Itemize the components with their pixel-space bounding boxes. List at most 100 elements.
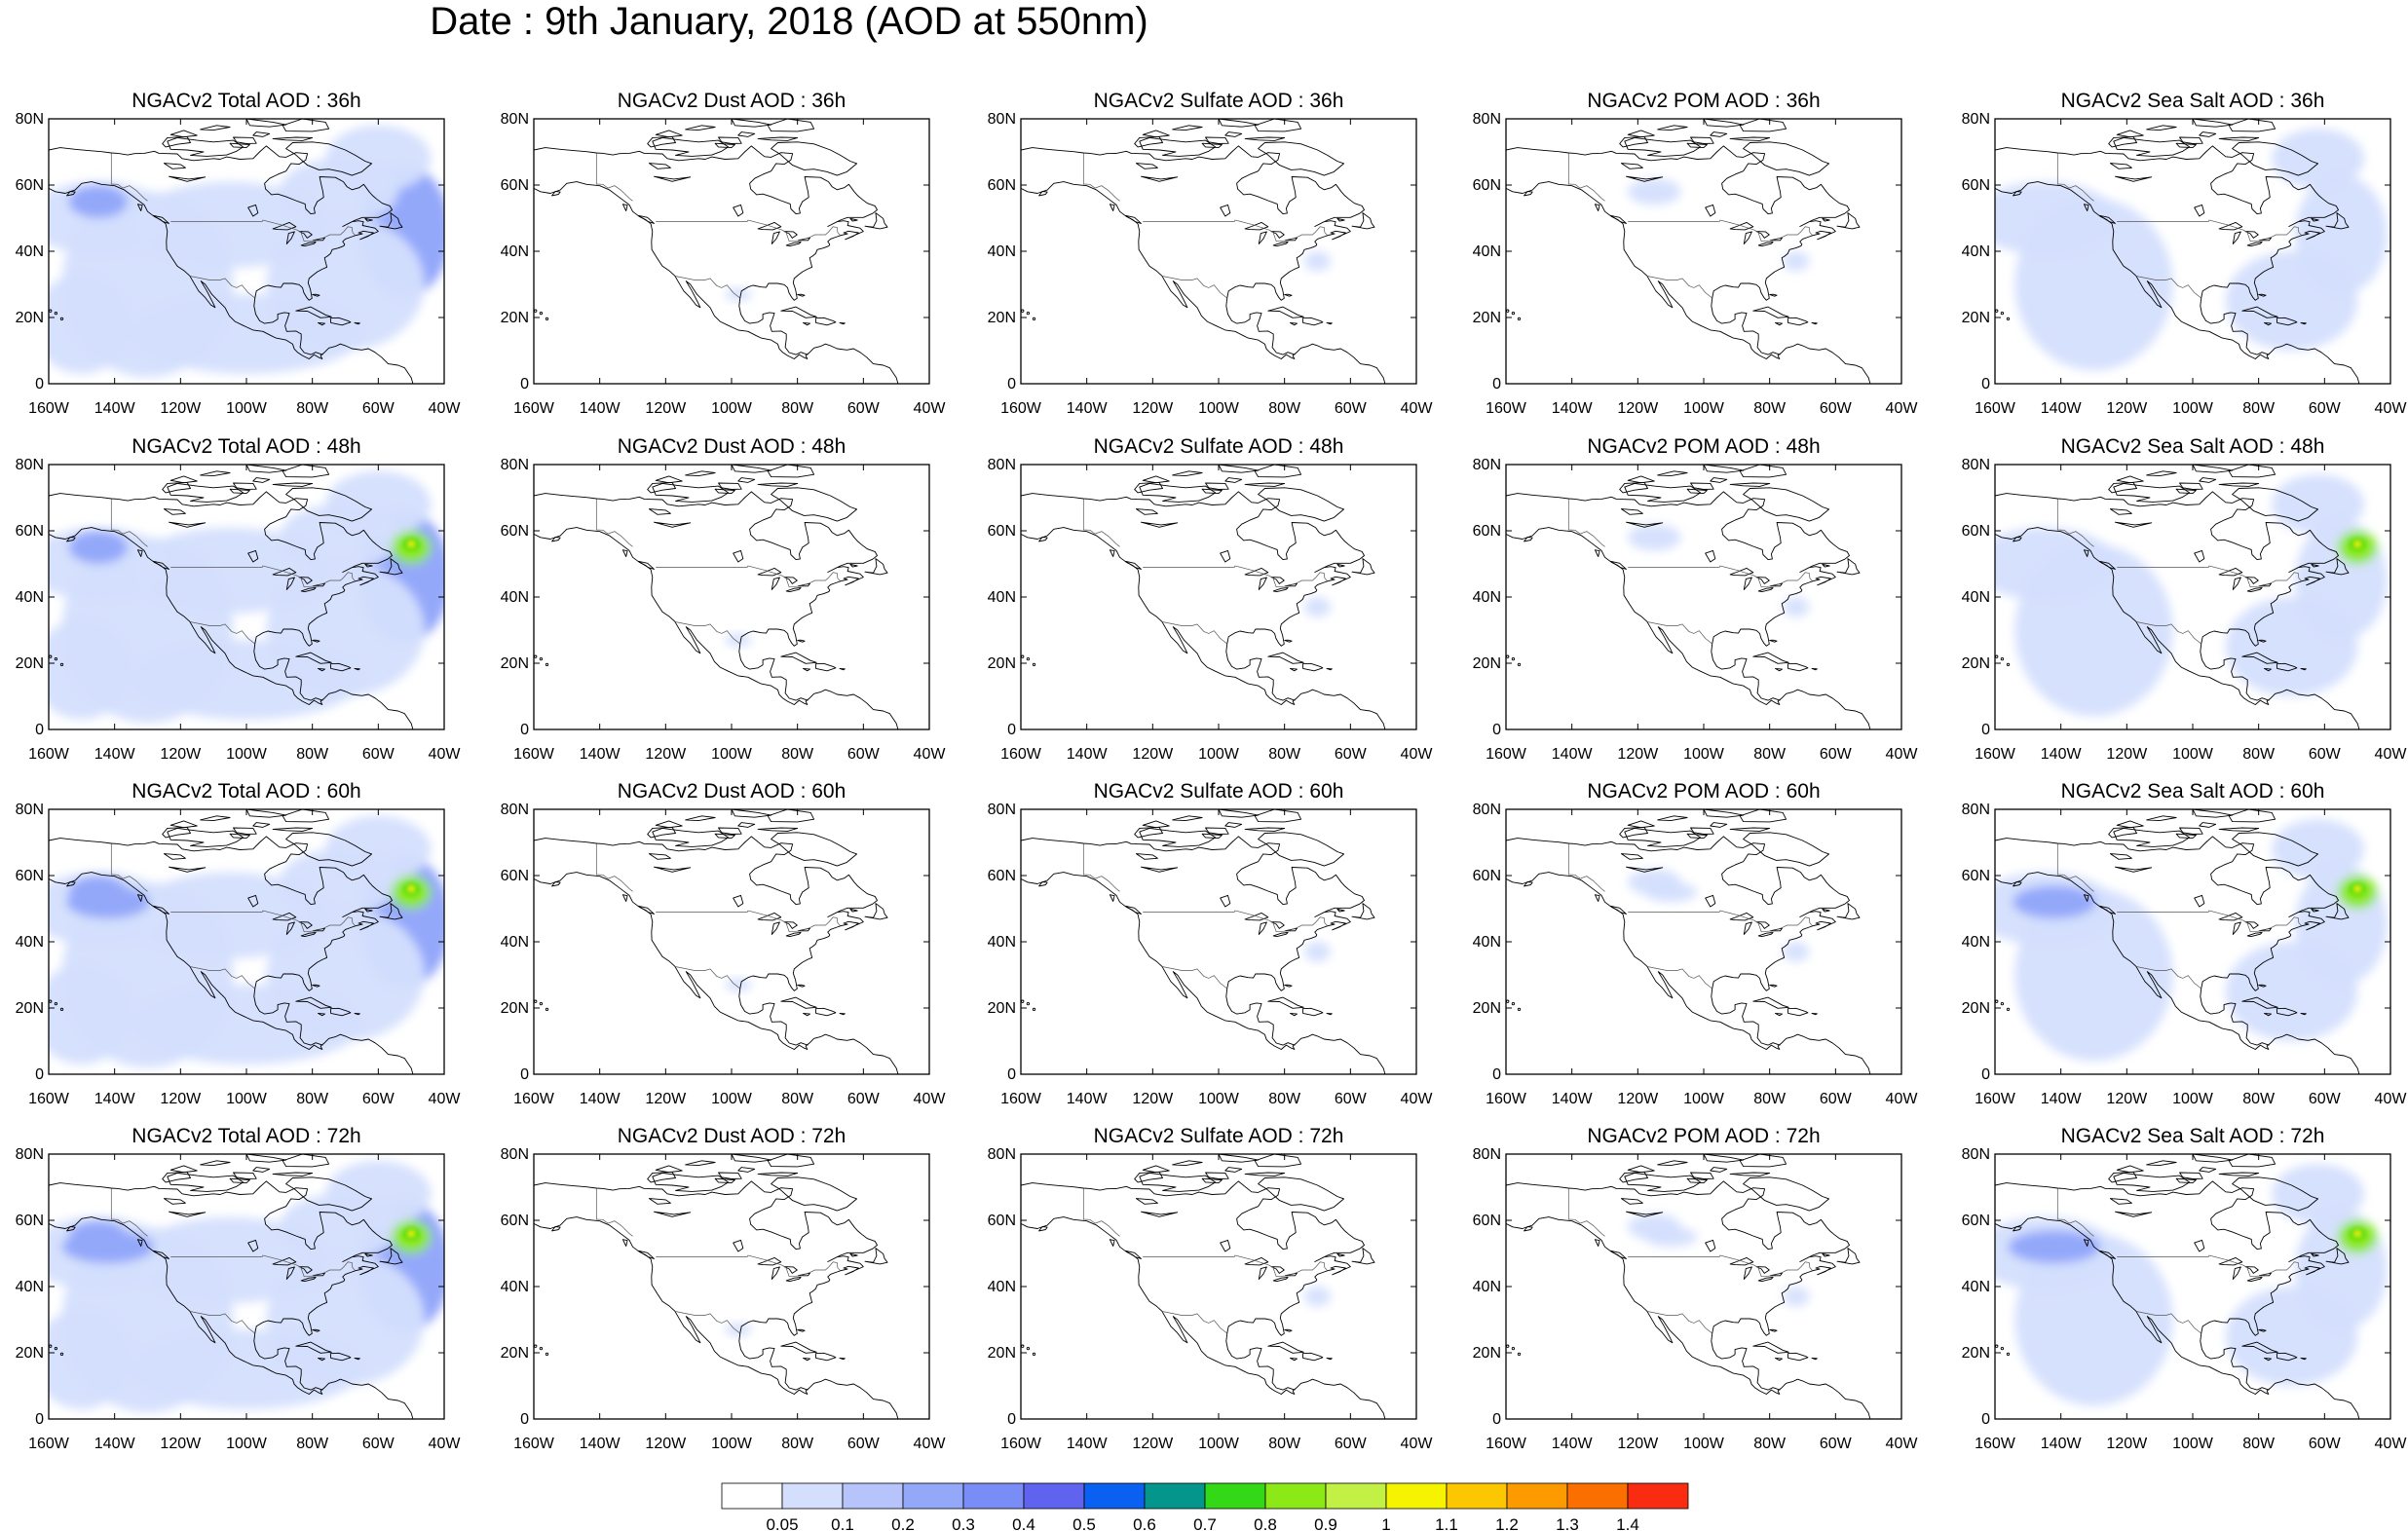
- lon-label: 120W: [1617, 400, 1659, 417]
- axis-labels: 80N 60N 40N 20N 0 160W 140W 120W 100W 80W 60W 40W: [501, 1146, 947, 1452]
- island: [2146, 815, 2177, 822]
- lake: [1620, 853, 1643, 860]
- coastline: [1506, 872, 1871, 1074]
- coastline: [1995, 1180, 2339, 1391]
- island: [329, 317, 352, 326]
- lake: [733, 894, 744, 908]
- island: [66, 191, 76, 197]
- island: [714, 833, 735, 840]
- coastlines: [1506, 809, 1871, 1074]
- lat-label: 80N: [988, 802, 1016, 818]
- island: [245, 1154, 287, 1163]
- panel-title: NGACv2 Dust AOD : 36h: [618, 90, 847, 112]
- island: [1703, 465, 1745, 473]
- island-dot: [539, 311, 544, 316]
- island: [2098, 560, 2116, 570]
- map-panel: NGACv2 Sulfate AOD : 60h 80N 60N 40N 20N 0 160…: [988, 780, 1434, 1107]
- border: [1143, 910, 1328, 933]
- island: [718, 136, 742, 144]
- lon-label: 160W: [1000, 400, 1042, 417]
- lake: [785, 932, 802, 938]
- island: [1686, 488, 1708, 495]
- lake: [733, 204, 744, 217]
- map-area: [49, 465, 444, 729]
- axis-labels: 80N 60N 40N 20N 0 160W 140W 120W 100W 80W 60W 40W: [501, 457, 947, 763]
- lat-label: 0: [1492, 376, 1501, 392]
- island: [317, 1357, 325, 1362]
- aod-patch: [1304, 942, 1331, 962]
- border: [2056, 499, 2094, 547]
- island: [714, 1177, 735, 1184]
- island: [780, 652, 817, 664]
- island: [169, 475, 198, 484]
- island: [849, 908, 858, 913]
- island: [1752, 1341, 1789, 1354]
- aod-core-patch: [2353, 885, 2362, 892]
- axis-labels: 80N 60N 40N 20N 0 160W 140W 120W 100W 80W 60W 40W: [501, 802, 947, 1107]
- lake: [1272, 1277, 1289, 1283]
- ticks: [1505, 464, 1902, 730]
- border: [1567, 499, 1605, 547]
- lake: [757, 1256, 782, 1266]
- coastlines: [1506, 465, 1871, 729]
- island: [354, 1012, 360, 1016]
- island: [731, 119, 772, 128]
- lon-label: 40W: [914, 400, 947, 417]
- island: [233, 1172, 257, 1179]
- ticks: [1020, 808, 1417, 1075]
- coastline: [1506, 491, 1850, 701]
- lat-label: 20N: [988, 655, 1016, 672]
- coastline: [1995, 527, 2360, 729]
- island: [1258, 1176, 1345, 1212]
- island: [864, 212, 888, 230]
- island: [252, 1167, 271, 1173]
- island: [1038, 881, 1048, 887]
- coastlines: [1995, 465, 2360, 729]
- island: [757, 827, 799, 832]
- lake: [1141, 866, 1179, 873]
- island: [1769, 1328, 1778, 1332]
- island: [1752, 306, 1789, 318]
- lon-label: 60W: [362, 1091, 395, 1107]
- island: [2116, 820, 2144, 829]
- island: [2232, 832, 2319, 867]
- lake: [1626, 521, 1664, 528]
- aod-shading: [1304, 942, 1331, 962]
- island: [1743, 832, 1830, 867]
- border: [170, 910, 356, 933]
- map-area: [1506, 465, 1901, 729]
- lon-label: 140W: [1067, 1436, 1109, 1452]
- border: [190, 966, 255, 990]
- lon-label: 100W: [1683, 1091, 1725, 1107]
- lake: [1755, 577, 1770, 584]
- coastline: [1021, 145, 1365, 355]
- lon-label: 40W: [914, 746, 947, 763]
- lon-label: 120W: [645, 400, 687, 417]
- lake: [298, 921, 313, 929]
- island: [1836, 1248, 1861, 1265]
- island: [364, 908, 373, 913]
- island: [2232, 141, 2319, 176]
- island-dot: [54, 656, 58, 661]
- lake: [1705, 549, 1716, 563]
- lat-label: 40N: [501, 589, 529, 606]
- island: [1284, 293, 1293, 297]
- lon-label: 140W: [1552, 1091, 1594, 1107]
- island: [1205, 827, 1229, 835]
- lon-label: 60W: [1820, 746, 1853, 763]
- island: [1822, 908, 1830, 913]
- island: [272, 482, 314, 487]
- lon-label: 140W: [580, 746, 621, 763]
- island: [2146, 1160, 2177, 1167]
- island: [1787, 317, 1809, 326]
- border: [170, 565, 356, 588]
- map-panel: NGACv2 Total AOD : 36h 80N 60N 40N 20N 0 160W 1…: [16, 90, 462, 417]
- island: [1284, 984, 1293, 988]
- lake: [1258, 577, 1267, 590]
- aod-shading: [1995, 819, 2388, 1062]
- island: [2179, 136, 2203, 144]
- island: [849, 217, 858, 222]
- lake: [1135, 1198, 1158, 1205]
- island: [1627, 475, 1655, 484]
- lake: [298, 1266, 313, 1274]
